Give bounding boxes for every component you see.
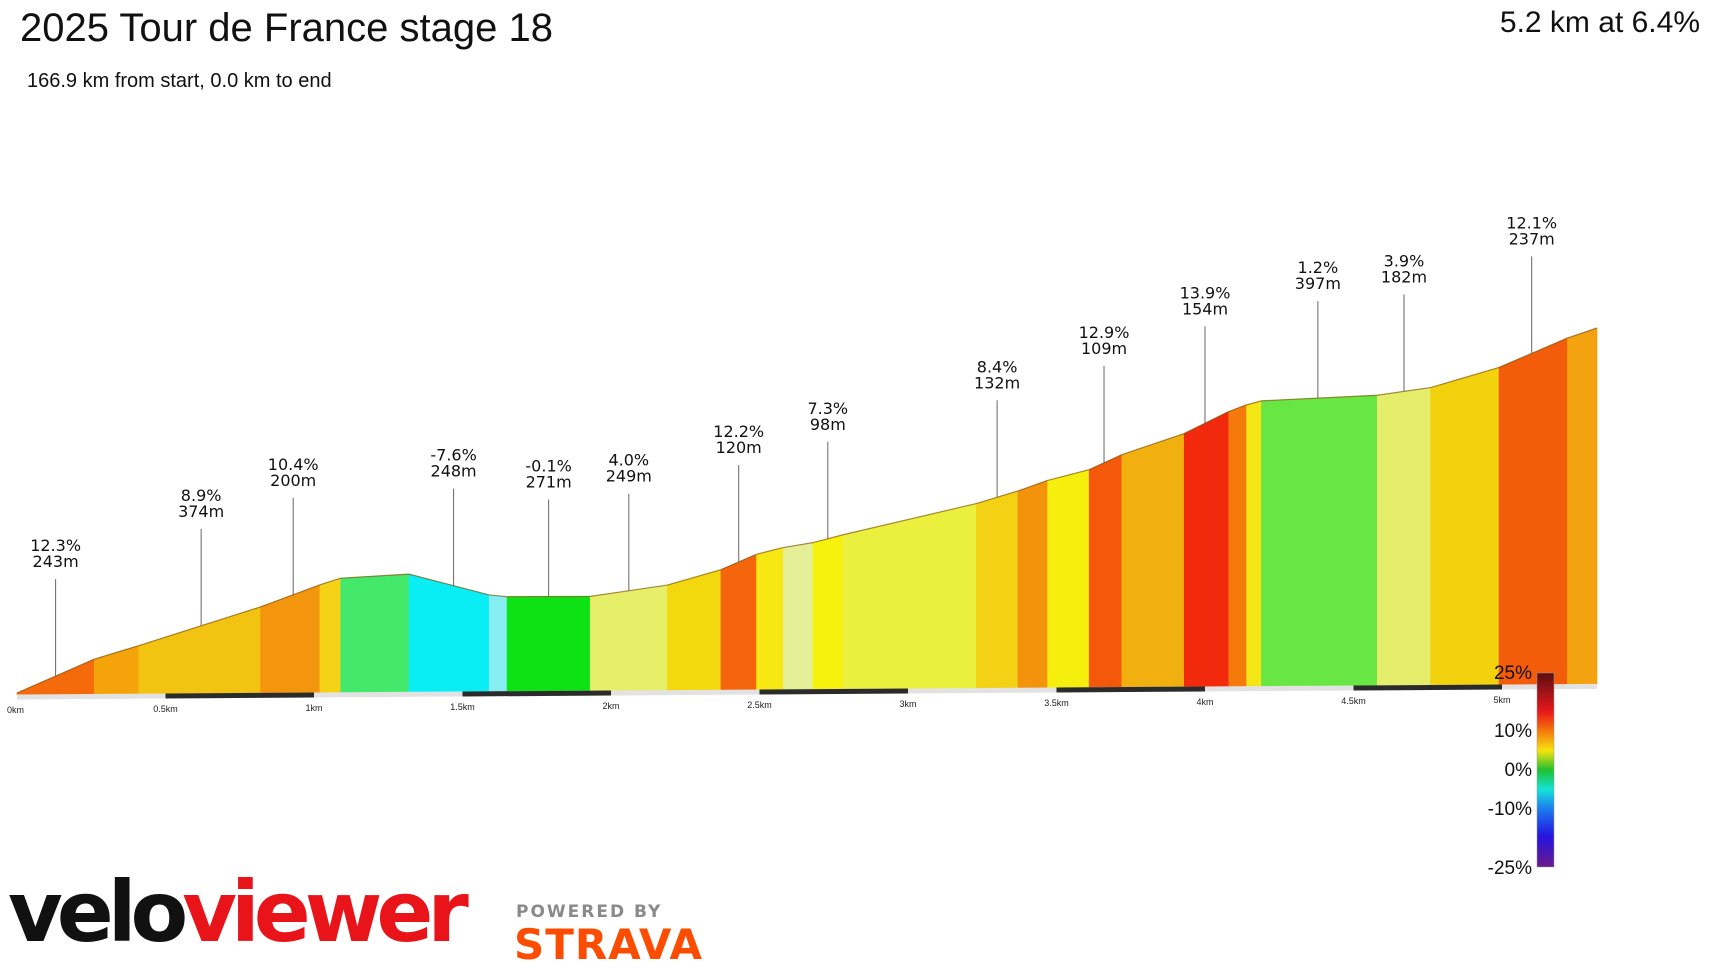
callout-length: 397m [1295, 274, 1341, 293]
profile-segment [1017, 480, 1048, 689]
profile-segment [720, 553, 757, 691]
x-tick-label: 3.5km [1044, 698, 1069, 708]
callout-length: 237m [1509, 229, 1555, 248]
profile-segment [1047, 469, 1090, 689]
callout-gradient: 12.9% [1079, 323, 1130, 342]
callout-gradient: 12.3% [30, 536, 81, 555]
x-tick-label: 1.5km [450, 702, 475, 712]
callout-length: 249m [606, 467, 652, 486]
callout-length: 154m [1182, 299, 1228, 318]
color-scale-label: 25% [1494, 663, 1532, 684]
profile-segment [506, 596, 591, 693]
callout-length: 248m [431, 462, 477, 481]
distance-bar-section [759, 688, 909, 695]
profile-segment [1121, 433, 1185, 688]
profile-segment [1261, 394, 1378, 687]
profile-segment [340, 573, 410, 694]
x-tick-label: 2km [602, 701, 619, 711]
callout-gradient: 10.4% [268, 455, 319, 474]
x-tick-label: 3km [899, 699, 916, 709]
profile-segment [976, 490, 1019, 689]
x-tick-label: 5km [1493, 695, 1510, 705]
profile-outline [16, 327, 1598, 694]
callout-length: 200m [270, 471, 316, 490]
callout-gradient: 1.2% [1298, 258, 1339, 277]
profile-segment [138, 606, 261, 695]
strava-logo: STRAVA [514, 920, 704, 969]
callout-gradient: 4.0% [608, 451, 649, 470]
profile-segment [1228, 404, 1247, 688]
color-scale-label: 0% [1505, 760, 1533, 781]
profile-segment [782, 542, 814, 691]
callout-gradient: -7.6% [430, 446, 476, 465]
callout-gradient: 8.9% [181, 486, 222, 505]
callout-gradient: 3.9% [1384, 251, 1425, 270]
callout-gradient: -0.1% [525, 457, 571, 476]
callout-length: 132m [974, 373, 1020, 392]
profile-segment [756, 547, 784, 691]
profile-segment [1376, 387, 1432, 687]
distance-bar-section [1056, 686, 1206, 693]
callout-length: 120m [716, 438, 762, 457]
callout-length: 271m [526, 473, 572, 492]
logo-velo: velo [8, 863, 188, 961]
callout-length: 109m [1081, 339, 1127, 358]
profile-segment [260, 584, 321, 694]
profile-segment [589, 584, 668, 692]
climb-summary: 5.2 km at 6.4% [1499, 6, 1700, 39]
profile-segment [1430, 367, 1500, 686]
x-tick-label: 4km [1196, 697, 1213, 707]
color-scale-label: -25% [1488, 858, 1532, 879]
chart-subtitle: 166.9 km from start, 0.0 km to end [27, 70, 332, 92]
distance-bar-section [462, 690, 612, 697]
logo-viewer: viewer [182, 863, 469, 961]
distance-bar-section [165, 692, 315, 699]
veloviewer-logo: veloviewer [8, 870, 469, 954]
x-tick-label: 2.5km [747, 700, 772, 710]
callout-gradient: 7.3% [807, 399, 848, 418]
callout-gradient: 12.1% [1506, 213, 1557, 232]
callout-gradient: 13.9% [1180, 283, 1231, 302]
x-tick-label: 1km [305, 703, 322, 713]
profile-segment [1567, 327, 1598, 685]
callout-length: 374m [178, 502, 224, 521]
x-tick-label: 4.5km [1341, 696, 1366, 706]
x-tick-label: 0.5km [153, 704, 178, 714]
callout-length: 182m [1381, 267, 1427, 286]
profile-segment [842, 503, 977, 690]
x-tick-label: 0km [7, 705, 24, 715]
profile-segment [667, 569, 722, 691]
profile-segment [488, 594, 508, 693]
color-scale-bar [1536, 672, 1555, 868]
callout-length: 98m [810, 415, 846, 434]
color-scale-label: 10% [1494, 721, 1532, 742]
callout-length: 243m [33, 552, 79, 571]
profile-segment [319, 577, 342, 694]
chart-title: 2025 Tour de France stage 18 [20, 6, 553, 50]
distance-bar-section [1353, 684, 1503, 691]
profile-segment [812, 534, 843, 690]
profile-segment [1183, 411, 1230, 688]
callout-gradient: 12.2% [713, 422, 764, 441]
profile-segment [1498, 337, 1568, 686]
color-scale-label: -10% [1488, 799, 1532, 820]
callout-gradient: 8.4% [977, 357, 1018, 376]
profile-segment [1246, 400, 1262, 688]
profile-segment [1088, 454, 1123, 689]
powered-by-label: POWERED BY [516, 902, 663, 922]
